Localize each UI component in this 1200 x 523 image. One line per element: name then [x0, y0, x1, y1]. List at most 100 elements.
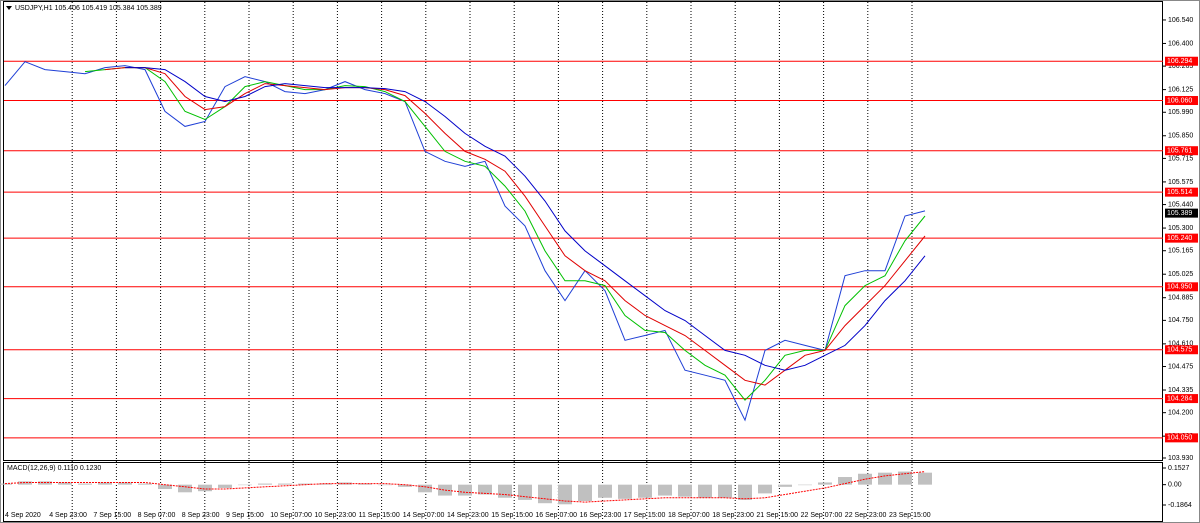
histogram-bar: [0, 483, 12, 485]
histogram-bar: [578, 484, 592, 502]
level-label: 105.761: [1167, 148, 1192, 155]
y-tick-label: 106.400: [1168, 40, 1193, 47]
last-price-tag: [1165, 208, 1198, 218]
x-tick-label: 8 Sep 23:00: [182, 512, 220, 519]
level-label: 104.284: [1167, 395, 1192, 402]
series-line: [104, 67, 926, 386]
histogram-bar: [158, 484, 172, 490]
histogram-bar: [778, 484, 792, 487]
histogram-bar: [838, 477, 852, 485]
histogram-bar: [258, 483, 272, 485]
level-tag: [1165, 345, 1198, 355]
y-tick-label: 104.750: [1168, 317, 1193, 324]
last-price-label: 105.389: [1167, 210, 1192, 217]
y-tick-label: 104.885: [1168, 295, 1193, 302]
y-tick-label: 103.930: [1168, 455, 1193, 462]
x-tick-label: 17 Sep 15:00: [624, 512, 666, 519]
histogram-bar: [358, 483, 372, 485]
histogram-bar: [538, 484, 552, 504]
histogram-bar: [238, 484, 252, 486]
x-tick-label: 18 Sep 23:00: [712, 512, 754, 519]
y-tick-label: 104.335: [1168, 387, 1193, 394]
x-tick-label: 11 Sep 15:00: [359, 512, 400, 519]
histogram-bar: [878, 472, 892, 485]
y-tick-label: 106.540: [1168, 17, 1193, 24]
histogram-bar: [418, 484, 432, 493]
histogram-bar: [718, 484, 732, 498]
histogram-bar: [598, 484, 612, 498]
histogram-bar: [698, 484, 712, 498]
y-tick-label: -0.1864: [1168, 502, 1192, 509]
histogram-bar: [398, 484, 412, 487]
x-tick-label: 10 Sep 07:00: [270, 512, 312, 519]
x-tick-label: 22 Sep 23:00: [845, 512, 887, 519]
histogram-bar: [558, 484, 572, 505]
histogram-bar: [498, 484, 512, 498]
histogram-bar: [638, 484, 652, 498]
x-tick-label: 22 Sep 07:00: [801, 512, 843, 519]
histogram-bar: [798, 484, 812, 486]
x-tick-label: 8 Sep 07:00: [138, 512, 176, 519]
y-tick-label: 105.575: [1168, 179, 1193, 186]
series-line: [125, 67, 926, 371]
main-panel: [3, 1, 1163, 461]
x-tick-label: 14 Sep 23:00: [447, 512, 489, 519]
y-tick-label: 0.1527: [1168, 465, 1190, 472]
x-tick-label: 18 Sep 07:00: [668, 512, 710, 519]
y-tick-label: 105.715: [1168, 155, 1193, 162]
chart-title: USDJPY,H1 105.406 105.419 105.384 105.38…: [15, 5, 162, 12]
x-tick-label: 23 Sep 15:00: [889, 512, 931, 519]
y-tick-label: 105.850: [1168, 133, 1193, 140]
menu-arrow[interactable]: [6, 6, 12, 10]
y-tick-label: 104.200: [1168, 410, 1193, 417]
y-tick-label: 104.610: [1168, 341, 1193, 348]
level-tag: [1165, 394, 1198, 404]
level-tag: [1165, 146, 1198, 156]
histogram-bar: [218, 484, 232, 488]
level-label: 104.950: [1167, 284, 1192, 291]
histogram-bar: [98, 482, 112, 485]
histogram-bar: [658, 484, 672, 496]
histogram-bar: [178, 484, 192, 493]
y-tick-label: 105.300: [1168, 225, 1193, 232]
level-label: 104.050: [1167, 435, 1192, 442]
level-tag: [1165, 282, 1198, 292]
histogram-bar: [918, 472, 932, 485]
histogram-bar: [378, 484, 392, 486]
histogram-bar: [478, 484, 492, 495]
x-tick-label: 9 Sep 15:00: [226, 512, 264, 519]
y-tick-label: 105.990: [1168, 109, 1193, 116]
x-tick-label: 16 Sep 23:00: [580, 512, 622, 519]
x-tick-label: 15 Sep 15:00: [491, 512, 533, 519]
level-label: 104.575: [1167, 347, 1192, 354]
level-tag: [1165, 233, 1198, 243]
histogram-bar: [58, 482, 72, 485]
y-tick-label: 0.00: [1168, 482, 1182, 489]
histogram-bar: [138, 483, 152, 485]
histogram-bar: [858, 473, 872, 485]
histogram-bar: [438, 484, 452, 496]
x-tick-label: 21 Sep 15:00: [756, 512, 798, 519]
x-tick-label: 10 Sep 23:00: [314, 512, 356, 519]
x-tick-label: 4 Sep 2020: [5, 512, 41, 519]
level-label: 105.240: [1167, 235, 1192, 242]
histogram-bar: [618, 484, 632, 499]
y-tick-label: 104.475: [1168, 363, 1193, 370]
y-tick-label: 105.165: [1168, 248, 1193, 255]
histogram-bar: [78, 483, 92, 485]
histogram-bar: [678, 484, 692, 497]
histogram-bar: [458, 484, 472, 496]
macd-panel: [3, 462, 1163, 522]
histogram-bar: [898, 471, 912, 485]
level-tag: [1165, 433, 1198, 443]
level-tag: [1165, 56, 1198, 66]
histogram-bar: [118, 482, 132, 485]
y-tick-label: 105.025: [1168, 271, 1193, 278]
histogram-bar: [818, 482, 832, 485]
histogram-bar: [278, 483, 292, 485]
histogram-bar: [298, 483, 312, 485]
histogram-bar: [38, 481, 52, 485]
level-tag: [1165, 187, 1198, 197]
x-tick-label: 16 Sep 07:00: [535, 512, 577, 519]
